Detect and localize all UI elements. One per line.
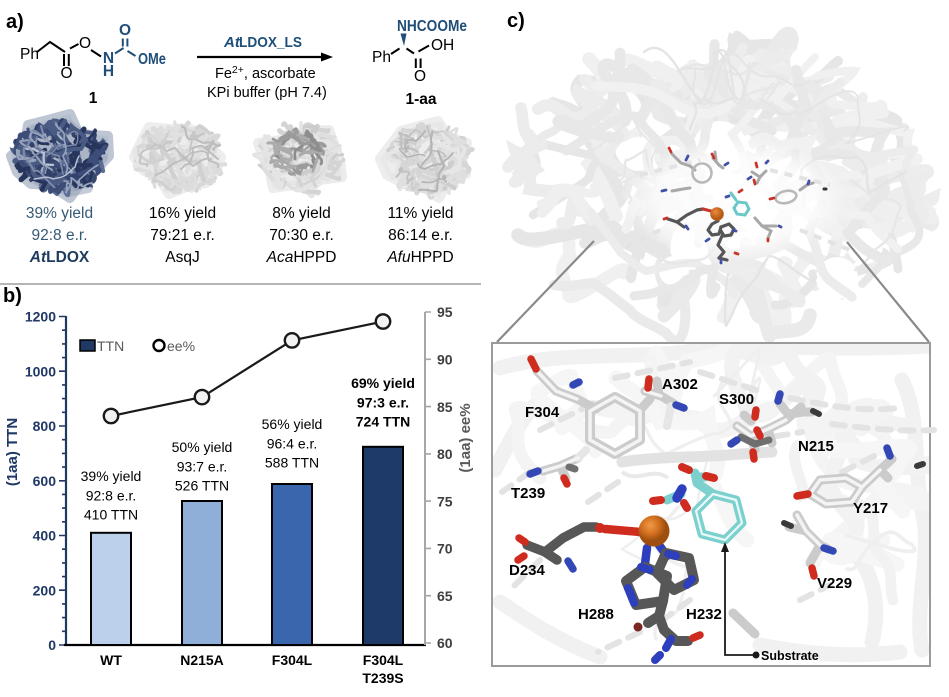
svg-text:600: 600 [33, 473, 57, 489]
svg-text:39% yield: 39% yield [81, 468, 142, 484]
svg-text:O: O [119, 22, 131, 39]
svg-text:Substrate: Substrate [761, 649, 819, 663]
svg-text:526 TTN: 526 TTN [175, 478, 229, 494]
svg-text:N: N [103, 50, 114, 67]
svg-text:96:4 e.r.: 96:4 e.r. [267, 435, 318, 451]
svg-text:80: 80 [437, 446, 453, 462]
svg-text:F304: F304 [525, 404, 560, 421]
svg-text:H288: H288 [578, 606, 614, 623]
svg-text:H232: H232 [686, 606, 722, 623]
svg-text:F304L: F304L [272, 652, 313, 668]
svg-text:A302: A302 [662, 376, 698, 393]
svg-text:95: 95 [437, 304, 453, 320]
svg-text:T239S: T239S [362, 670, 403, 686]
svg-text:T239: T239 [511, 485, 545, 502]
svg-text:V229: V229 [817, 575, 852, 592]
svg-text:69% yield: 69% yield [351, 375, 415, 391]
svg-text:Ph: Ph [20, 46, 39, 63]
svg-text:(1aa) ee%: (1aa) ee% [457, 403, 474, 472]
svg-text:0: 0 [48, 637, 56, 653]
svg-text:70: 70 [437, 541, 453, 557]
svg-text:D234: D234 [509, 562, 546, 579]
svg-text:200: 200 [33, 583, 57, 599]
svg-text:H: H [103, 63, 114, 80]
svg-text:OH: OH [431, 37, 454, 54]
svg-text:93:7 e.r.: 93:7 e.r. [177, 458, 228, 474]
svg-text:At: At [223, 34, 241, 51]
svg-text:1200: 1200 [25, 309, 56, 325]
svg-text:56% yield: 56% yield [262, 416, 323, 432]
svg-text:410 TTN: 410 TTN [84, 507, 138, 523]
svg-text:97:3 e.r.: 97:3 e.r. [357, 394, 409, 410]
svg-text:65: 65 [437, 588, 453, 604]
svg-text:OMe: OMe [138, 51, 166, 68]
svg-text:Ph: Ph [372, 49, 391, 66]
svg-text:ee%: ee% [167, 338, 195, 354]
svg-text:WT: WT [100, 652, 122, 668]
svg-text:92:8 e.r.: 92:8 e.r. [86, 487, 137, 503]
svg-text:N215A: N215A [180, 652, 224, 668]
svg-text:O: O [79, 35, 91, 52]
svg-text:LDOX_LS: LDOX_LS [239, 34, 302, 51]
svg-text:1000: 1000 [25, 363, 56, 379]
svg-text:1-aa: 1-aa [405, 91, 436, 108]
svg-text:50% yield: 50% yield [172, 439, 233, 455]
svg-text:800: 800 [33, 418, 57, 434]
svg-text:F304L: F304L [363, 652, 404, 668]
svg-text:75: 75 [437, 493, 453, 509]
svg-text:Y217: Y217 [853, 500, 888, 517]
svg-text:60: 60 [437, 635, 453, 651]
svg-text:O: O [414, 68, 426, 85]
svg-text:400: 400 [33, 528, 57, 544]
svg-text:588 TTN: 588 TTN [265, 455, 319, 471]
svg-text:724 TTN: 724 TTN [356, 414, 410, 430]
svg-text:O: O [60, 65, 72, 82]
svg-text:TTN: TTN [97, 338, 124, 354]
svg-text:S300: S300 [719, 391, 754, 408]
svg-text:90: 90 [437, 352, 453, 368]
svg-text:85: 85 [437, 399, 453, 415]
svg-text:(1aa) TTN: (1aa) TTN [4, 418, 21, 486]
svg-text:1: 1 [89, 90, 98, 107]
svg-text:N215: N215 [798, 438, 834, 455]
svg-text:KPi buffer (pH 7.4): KPi buffer (pH 7.4) [207, 85, 327, 101]
svg-text:NHCOOMe: NHCOOMe [397, 18, 467, 35]
